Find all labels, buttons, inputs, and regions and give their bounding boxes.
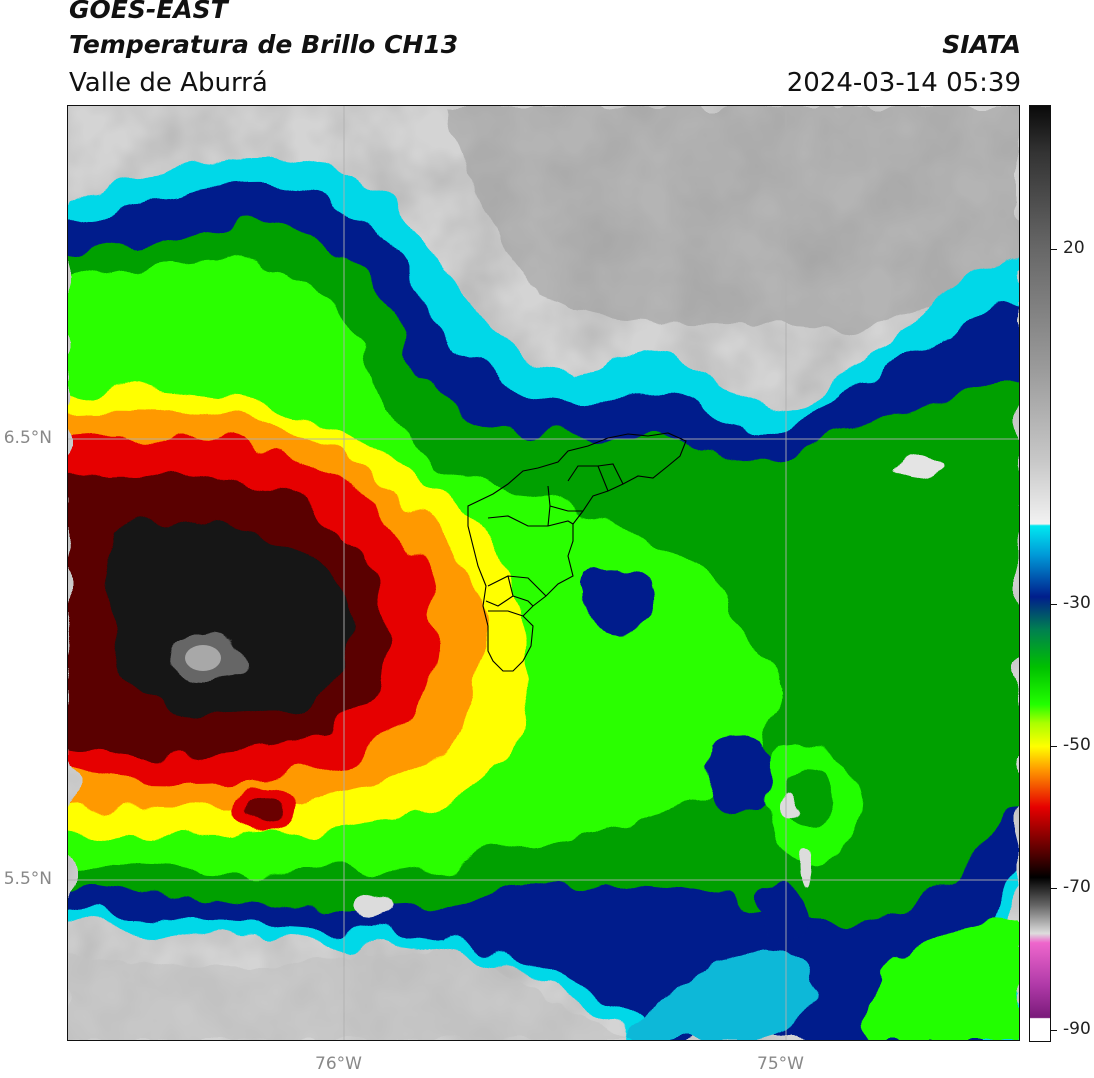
- boundary-10: [487, 515, 548, 527]
- blue-blob-southeast: [704, 735, 779, 812]
- latitude-label-6-5n: 6.5°N: [3, 428, 52, 448]
- clear-patch-south-1: [778, 792, 798, 820]
- product-title: Temperatura de Brillo CH13: [69, 30, 459, 59]
- colorbar-tick-minus-90: [1051, 1030, 1057, 1031]
- colorbar-tick-minus-50: [1051, 746, 1057, 747]
- coldest-core: [170, 633, 246, 683]
- green-cell-far-southeast: [866, 922, 1019, 1040]
- dark-gray-cloud-top: [448, 106, 1019, 328]
- eastern-cells: [578, 567, 1019, 1040]
- boundary-5: [488, 610, 524, 617]
- longitude-label-76w: 76°W: [315, 1054, 362, 1074]
- colorbar-label-minus-30: -30: [1063, 593, 1091, 613]
- blue-blob-east: [578, 567, 657, 637]
- boundary-4: [512, 595, 534, 607]
- boundary-3: [485, 575, 514, 607]
- longitude-label-75w: 75°W: [757, 1054, 804, 1074]
- colorbar-gradient: [1030, 106, 1050, 1041]
- clear-patches: [351, 452, 940, 918]
- clear-patch-south-2: [800, 848, 816, 884]
- core-gray-inner: [185, 645, 221, 671]
- graticule: [68, 106, 1019, 1040]
- colorbar-tick-minus-70: [1051, 888, 1057, 889]
- contour-black: [106, 518, 349, 717]
- dark-red-cell-south: [250, 793, 287, 827]
- organization-name: SIATA: [942, 30, 1021, 59]
- municipal-boundaries: [467, 432, 687, 672]
- cold-cloud-system: [68, 156, 1019, 1040]
- boundary-2: [487, 575, 547, 597]
- brightness-temperature-field: [68, 106, 1019, 1040]
- clear-patch-southwest: [351, 894, 395, 918]
- colorbar-label-minus-90: -90: [1063, 1019, 1091, 1039]
- colorbar-label-20: 20: [1063, 238, 1085, 258]
- gray-cloud-bottom: [68, 946, 628, 1040]
- boundary-7: [549, 505, 583, 512]
- timestamp: 2024-03-14 05:39: [786, 68, 1021, 98]
- boundary-9: [597, 463, 624, 485]
- boundary-8: [567, 465, 609, 492]
- cyan-streak-south: [628, 951, 816, 1040]
- temperature-colorbar: [1029, 105, 1051, 1042]
- colorbar-label-minus-50: -50: [1063, 735, 1091, 755]
- region-name: Valle de Aburrá: [69, 68, 268, 98]
- clear-patch-east: [896, 452, 940, 480]
- satellite-source: GOES-EAST: [69, 0, 228, 24]
- colorbar-tick-minus-30: [1051, 604, 1057, 605]
- boundary-1: [547, 520, 574, 527]
- colorbar-label-minus-70: -70: [1063, 877, 1091, 897]
- latitude-label-5-5n: 5.5°N: [3, 869, 52, 889]
- satellite-map: [67, 105, 1020, 1041]
- colorbar-tick-20: [1051, 249, 1057, 250]
- blue-ring-southeast: [756, 883, 809, 944]
